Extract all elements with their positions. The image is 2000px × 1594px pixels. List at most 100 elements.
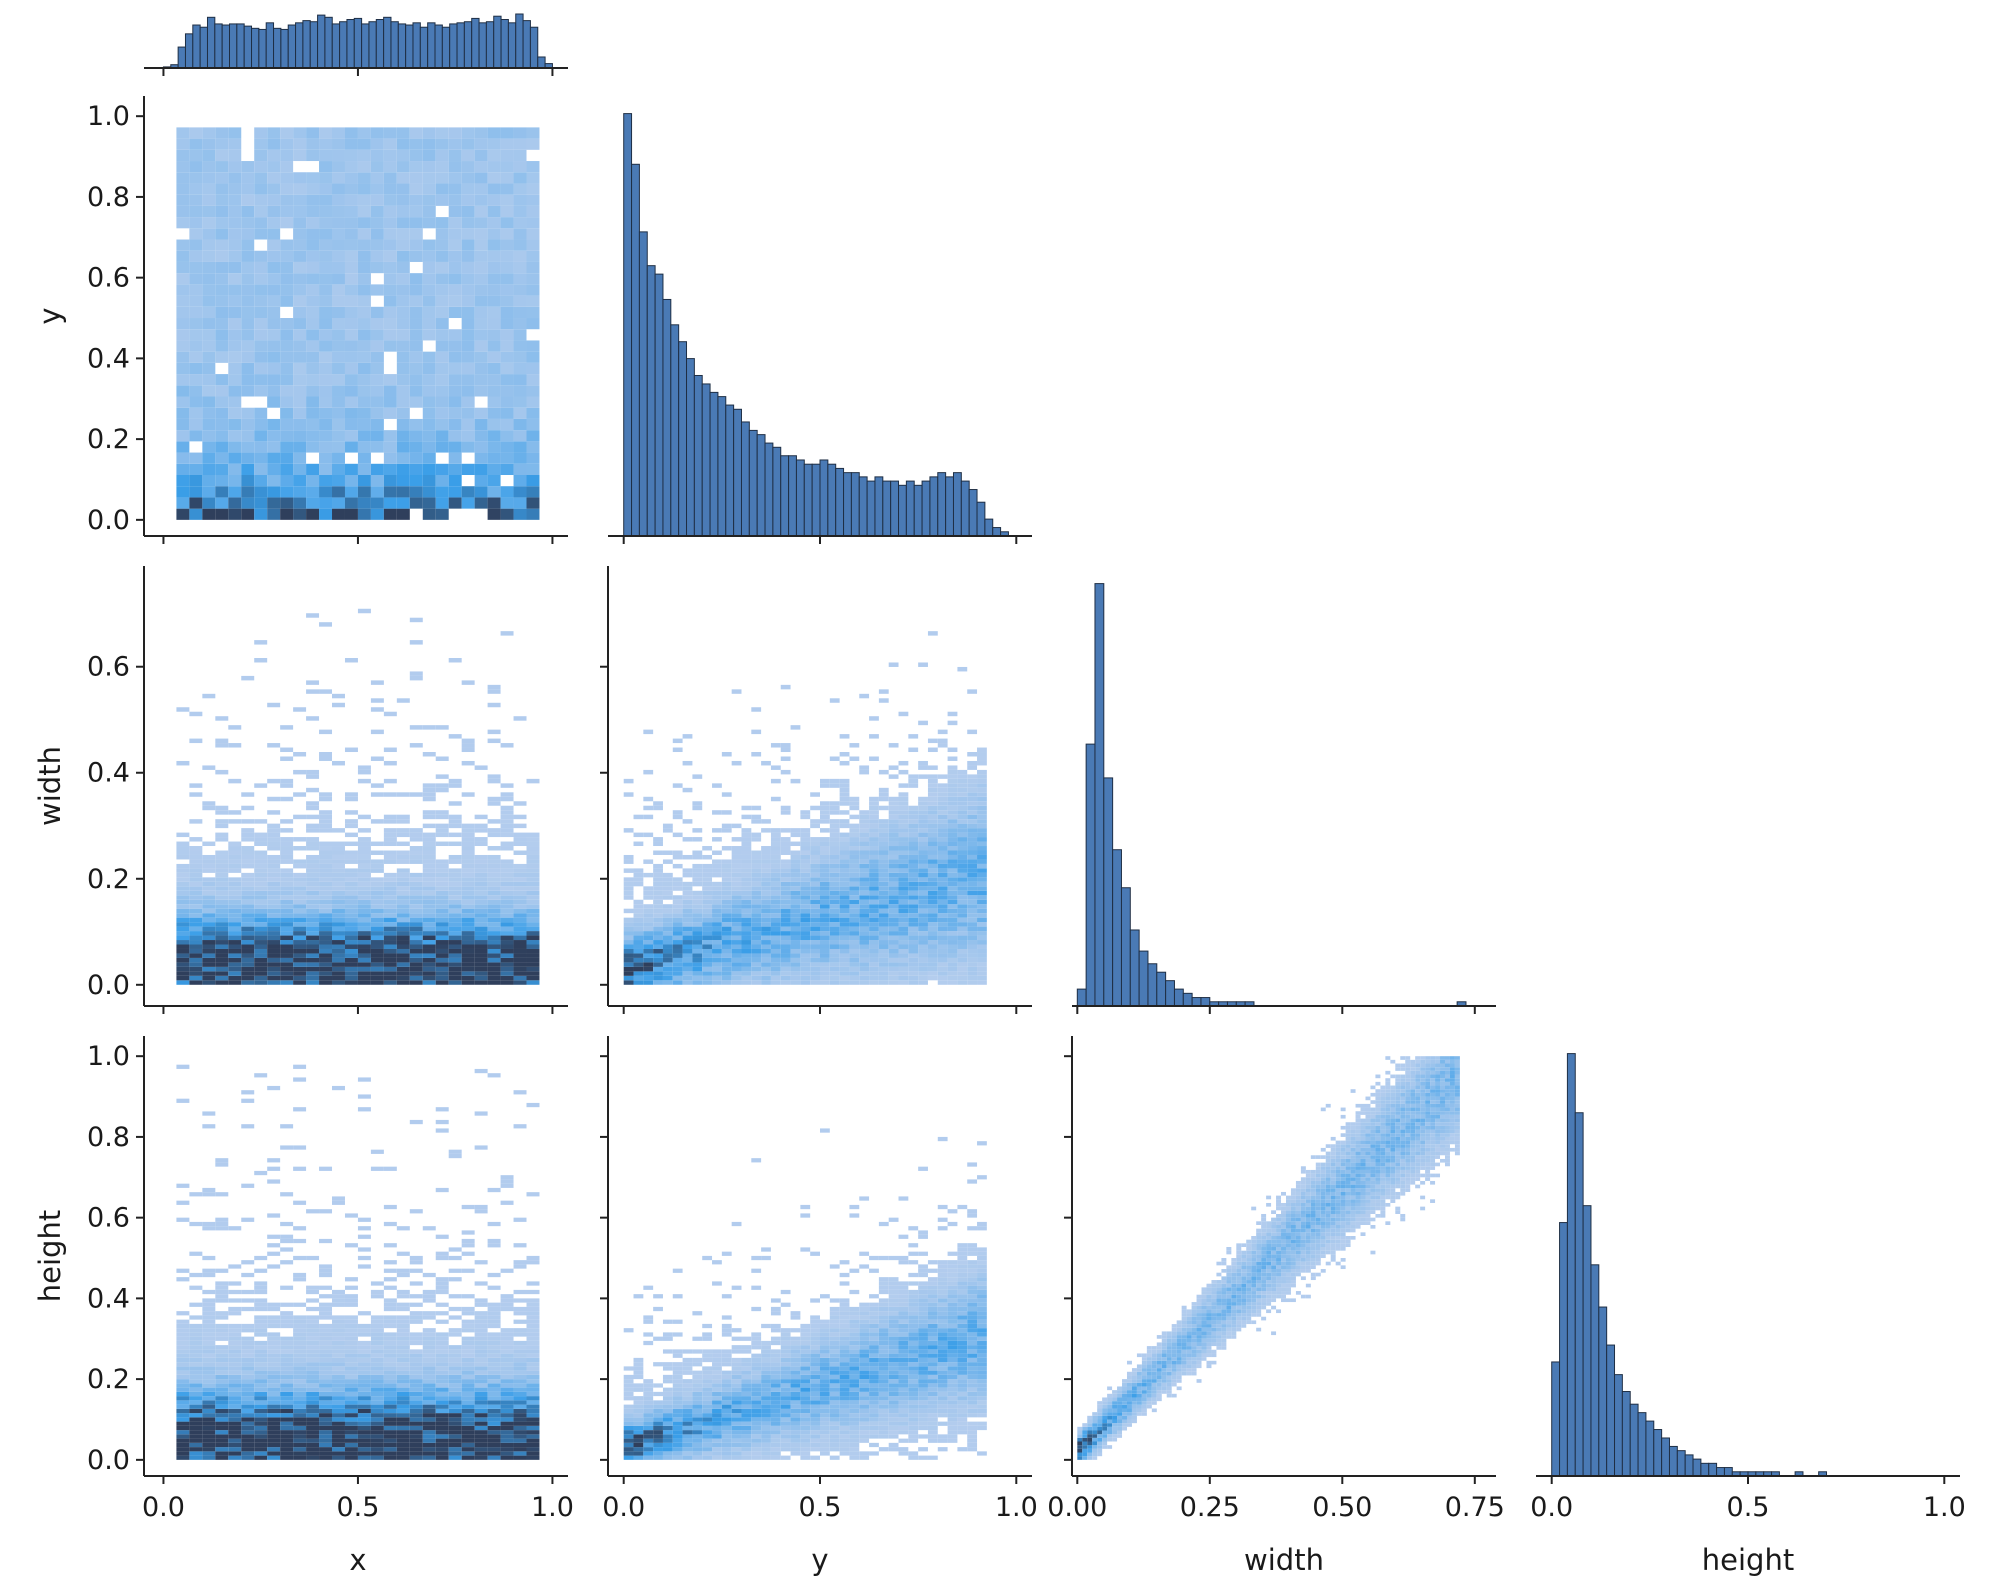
heat-cell-width-y-15-18 [770, 899, 781, 905]
heat-cell-width-y-17-12 [790, 926, 801, 932]
heat-cell-width-x-15-34 [357, 828, 371, 833]
heat-cell-width-y-0-19 [623, 895, 634, 900]
heat-cell-height-x-26-66 [500, 1175, 514, 1180]
heat-cell-width-y-3-39 [653, 805, 663, 811]
heat-cell-width-x-9-57 [280, 725, 294, 730]
heat-cell-width-x-27-32 [513, 837, 527, 842]
heat-cell-width-y-10-42 [721, 792, 732, 797]
heat-cell-height-x-17-20 [383, 1370, 397, 1375]
heat-cell-height-y-1-17 [633, 1383, 644, 1388]
heat-cell-width-y-33-43 [947, 787, 958, 793]
heat-cell-width-y-26-9 [878, 940, 889, 945]
heat-cell-y-x-6-28 [241, 194, 255, 206]
heat-cell-width-y-31-24 [927, 872, 938, 878]
heat-cell-width-x-26-34 [500, 828, 514, 833]
heat-cell-height-x-27-86 [513, 1090, 527, 1095]
heat-cell-y-x-17-33 [383, 138, 397, 150]
heat-cell-width-y-18-6 [800, 953, 811, 958]
heat-cell-height-x-12-29 [319, 1332, 333, 1337]
heat-cell-y-x-4-32 [215, 149, 229, 162]
heat-cell-height-x-7-33 [254, 1315, 268, 1320]
heat-cell-width-y-27-35 [888, 823, 899, 829]
heat-cell-width-x-7-12 [254, 926, 268, 932]
heat-cell-y-x-5-20 [228, 284, 242, 296]
heat-cell-width-x-24-17 [474, 904, 488, 909]
heat-cell-height-x-10-60 [293, 1200, 307, 1205]
heat-cell-height-x-20-20 [422, 1370, 436, 1375]
heat-cell-height-x-18-43 [396, 1272, 410, 1278]
heat-cell-width-y-16-50 [780, 756, 791, 761]
heat-cell-width-y-29-4 [908, 962, 919, 967]
heat-cell-width-x-28-9 [526, 940, 540, 945]
heat-cell-height-y-3-10 [653, 1413, 663, 1418]
heat-cell-width-y-32-35 [937, 823, 948, 829]
heat-cell-width-y-33-19 [947, 895, 958, 900]
heat-cell-width-y-29-52 [908, 747, 919, 753]
heat-cell-height-x-9-40 [280, 1285, 294, 1290]
heat-cell-height-x-25-0 [487, 1455, 501, 1460]
heat-cell-height-x-18-35 [396, 1306, 410, 1312]
heat-cell-width-x-9-9 [280, 940, 294, 945]
heat-cell-height-y-10-31 [721, 1323, 732, 1329]
heat-cell-height-x-13-28 [332, 1336, 345, 1341]
heat-cell-width-y-35-48 [967, 765, 978, 770]
heat-cell-y-x-4-5 [215, 452, 229, 464]
heat-cell-width-x-28-5 [526, 957, 540, 963]
heat-cell-width-y-5-13 [672, 922, 683, 927]
heat-cell-width-y-11-21 [731, 886, 742, 891]
heat-cell-height-x-14-22 [344, 1362, 358, 1367]
heat-cell-width-y-21-28 [829, 854, 840, 860]
heat-cell-height-x-19-1 [409, 1451, 423, 1456]
heat-cell-width-y-15-0 [770, 980, 781, 985]
heat-cell-height-x-16-24 [370, 1353, 384, 1358]
heat-cell-width-x-1-18 [176, 899, 190, 905]
heat-cell-y-x-23-28 [461, 194, 475, 206]
heat-cell-height-x-26-37 [500, 1298, 514, 1303]
heat-cell-height-x-17-17 [383, 1383, 397, 1388]
heat-cell-y-x-24-34 [474, 127, 488, 139]
heat-cell-width-y-15-10 [770, 935, 781, 941]
heat-cell-height-x-22-38 [448, 1294, 462, 1299]
heat-cell-y-x-3-22 [202, 261, 216, 274]
heat-cell-y-x-27-7 [513, 430, 527, 442]
heat-cell-width-x-10-4 [293, 962, 307, 967]
heat-cell-width-x-22-18 [448, 899, 462, 905]
heat-cell-width-y-27-13 [888, 922, 899, 927]
heat-cell-width-y-29-14 [908, 917, 919, 923]
heat-cell-width-x-27-40 [513, 801, 527, 806]
heat-cell-height-x-14-17 [344, 1383, 358, 1388]
heat-cell-height-x-8-13 [267, 1400, 281, 1405]
heat-cell-height-y-6-12 [682, 1404, 693, 1409]
heat-cell-width-y-31-25 [927, 868, 938, 873]
heat-cell-width-x-13-64 [332, 693, 345, 699]
heat-cell-y-x-6-7 [241, 430, 255, 442]
heat-cell-height-y-5-7 [672, 1425, 683, 1431]
heat-cell-width-y-16-20 [780, 890, 791, 896]
heat-cell-y-x-9-1 [280, 497, 294, 509]
heat-cell-width-y-6-21 [682, 886, 693, 891]
heat-cell-width-y-10-23 [721, 877, 732, 882]
heat-cell-height-x-22-5 [448, 1434, 462, 1439]
heat-cell-height-x-1-8 [176, 1421, 190, 1426]
heat-cell-height-x-24-28 [474, 1336, 488, 1341]
heat-cell-height-y-9-3 [712, 1442, 722, 1448]
heat-cell-width-y-3-2 [653, 971, 663, 976]
heat-cell-width-x-19-22 [409, 881, 423, 887]
heat-cell-height-x-10-27 [293, 1340, 307, 1346]
heat-cell-width-y-9-27 [712, 859, 722, 864]
heat-cell-width-x-22-22 [448, 881, 462, 887]
heat-cell-y-x-10-29 [293, 183, 307, 195]
heat-cell-height-x-21-42 [435, 1277, 449, 1282]
heat-cell-width-y-31-44 [927, 783, 938, 788]
heat-cell-y-x-28-6 [526, 441, 540, 453]
heat-cell-height-x-6-20 [241, 1370, 255, 1375]
heat-cell-y-x-16-29 [370, 183, 384, 195]
heat-cell-y-x-24-27 [474, 205, 488, 218]
heat-cell-width-y-35-1 [967, 975, 978, 981]
heat-cell-y-x-22-22 [448, 261, 462, 274]
heat-cell-width-x-10-1 [293, 975, 307, 981]
heat-cell-width-y-18-30 [800, 846, 811, 851]
heat-cell-height-y-13-10 [751, 1413, 762, 1418]
heat-cell-y-x-1-3 [176, 475, 190, 487]
heat-cell-width-y-17-10 [790, 935, 801, 941]
